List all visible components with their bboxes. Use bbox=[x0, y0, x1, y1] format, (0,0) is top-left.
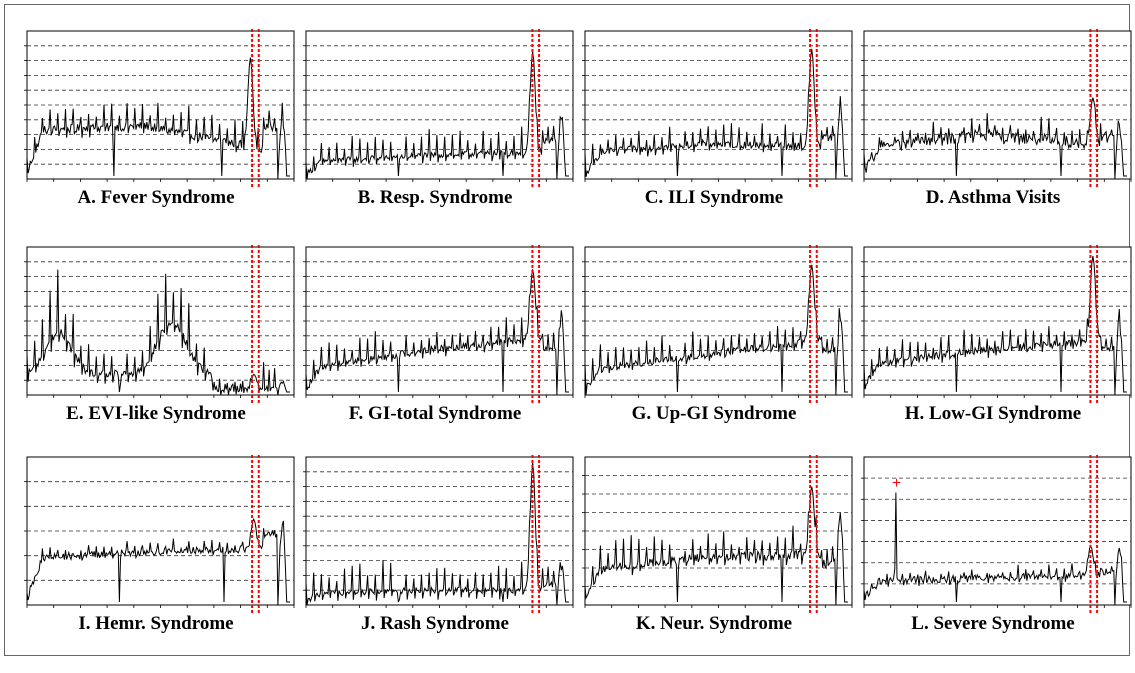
series-line bbox=[26, 269, 290, 396]
chart-panel-d: D. Asthma Visits bbox=[858, 27, 1132, 247]
series-line bbox=[305, 462, 569, 606]
plot-border bbox=[863, 456, 1132, 606]
chart-panel-l: + L. Severe Syndrome bbox=[858, 453, 1132, 673]
chart-plot: + bbox=[861, 455, 1132, 613]
chart-panel-g: G. Up-GI Syndrome bbox=[579, 243, 853, 463]
chart-plot bbox=[582, 245, 853, 403]
series-line bbox=[26, 57, 290, 180]
series-line bbox=[305, 51, 569, 180]
chart-caption: H. Low-GI Syndrome bbox=[904, 403, 1082, 424]
chart-plot bbox=[303, 29, 574, 187]
chart-plot bbox=[861, 29, 1132, 187]
chart-plot bbox=[582, 29, 853, 187]
chart-caption: J. Rash Syndrome bbox=[361, 613, 509, 634]
chart-plot bbox=[861, 245, 1132, 403]
chart-caption: F. GI-total Syndrome bbox=[348, 403, 522, 424]
series-line bbox=[863, 97, 1127, 180]
chart-caption: B. Resp. Syndrome bbox=[357, 187, 513, 208]
chart-plot bbox=[582, 455, 853, 613]
chart-panel-h: H. Low-GI Syndrome bbox=[858, 243, 1132, 463]
chart-caption: C. ILI Syndrome bbox=[644, 187, 784, 208]
series-line bbox=[863, 255, 1127, 396]
chart-plot bbox=[303, 455, 574, 613]
chart-plot bbox=[24, 455, 295, 613]
chart-caption: A. Fever Syndrome bbox=[77, 187, 235, 208]
chart-caption: D. Asthma Visits bbox=[925, 187, 1061, 208]
figure-frame: A. Fever Syndrome B. Resp. Syndrome C. ILI… bbox=[4, 4, 1132, 656]
chart-caption: L. Severe Syndrome bbox=[911, 613, 1075, 634]
chart-panel-b: B. Resp. Syndrome bbox=[300, 27, 574, 247]
series-line bbox=[584, 264, 848, 396]
chart-panel-e: E. EVI-like Syndrome bbox=[21, 243, 295, 463]
series-line bbox=[26, 517, 290, 606]
chart-panel-a: A. Fever Syndrome bbox=[21, 27, 295, 247]
series-line bbox=[305, 269, 569, 396]
chart-caption: I. Hemr. Syndrome bbox=[78, 613, 234, 634]
chart-caption: K. Neur. Syndrome bbox=[635, 613, 793, 634]
chart-plot bbox=[24, 245, 295, 403]
series-line bbox=[584, 48, 848, 180]
chart-panel-k: K. Neur. Syndrome bbox=[579, 453, 853, 673]
chart-plot bbox=[303, 245, 574, 403]
series-line bbox=[584, 486, 848, 606]
series-line bbox=[863, 492, 1127, 606]
chart-panel-c: C. ILI Syndrome bbox=[579, 27, 853, 247]
chart-plot bbox=[24, 29, 295, 187]
chart-caption: G. Up-GI Syndrome bbox=[631, 403, 797, 424]
chart-panel-j: J. Rash Syndrome bbox=[300, 453, 574, 673]
chart-panel-i: I. Hemr. Syndrome bbox=[21, 453, 295, 673]
chart-panel-f: F. GI-total Syndrome bbox=[300, 243, 574, 463]
outlier-marker: + bbox=[892, 476, 902, 490]
chart-caption: E. EVI-like Syndrome bbox=[66, 403, 246, 424]
